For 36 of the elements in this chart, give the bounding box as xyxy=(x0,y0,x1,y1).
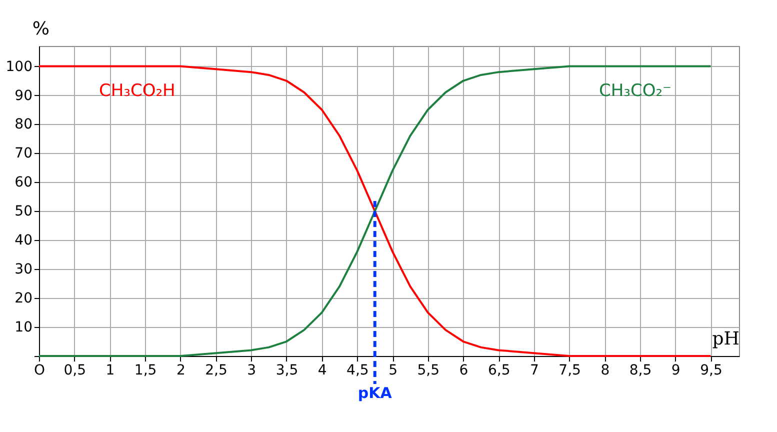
x-tick-label: 6 xyxy=(459,362,468,378)
x-tick-label: 8,5 xyxy=(629,362,652,378)
x-tick-label: 4 xyxy=(318,362,327,378)
x-tick-label: 6,5 xyxy=(488,362,510,378)
x-tick-label: 9 xyxy=(671,362,680,378)
x-tick-label: 8 xyxy=(600,362,610,378)
y-tick-label: 60 xyxy=(14,174,32,191)
x-tick-label: 7,5 xyxy=(558,362,581,378)
y-tick-label: 30 xyxy=(14,262,32,278)
x-tick-label: 1,5 xyxy=(134,362,157,378)
y-tick-label: 90 xyxy=(14,88,32,104)
x-tick-label: 1 xyxy=(106,362,115,378)
x-tick-label: 2,5 xyxy=(205,362,228,378)
y-tick-label: 20 xyxy=(14,290,32,307)
x-tick-label: 5 xyxy=(388,362,398,378)
x-tick-label: O xyxy=(34,362,46,378)
series-label: CH₃CO₂H xyxy=(99,81,176,101)
x-tick-label: 9,5 xyxy=(700,362,722,378)
x-tick-label: 7 xyxy=(530,362,539,378)
y-tick-label: 100 xyxy=(6,58,32,75)
x-tick-label: 2 xyxy=(176,362,186,378)
x-tick-label: 5,5 xyxy=(417,362,440,378)
y-tick-label: 80 xyxy=(14,116,32,133)
y-tick-label: 70 xyxy=(14,146,32,162)
line-series xyxy=(38,65,712,357)
y-tick-label: 50 xyxy=(14,204,32,220)
x-tick-label: 0,5 xyxy=(64,362,86,378)
ref-line-label: pKA xyxy=(358,384,392,402)
y-tick-label: 10 xyxy=(14,320,32,336)
series-label: CH₃CO₂⁻ xyxy=(599,81,672,101)
x-axis-title: pH xyxy=(712,328,740,350)
y-tick-label: 40 xyxy=(14,232,32,249)
x-tick-label: 4,5 xyxy=(346,362,369,378)
x-tick-label: 3 xyxy=(247,362,256,378)
x-tick-label: 3,5 xyxy=(276,362,298,378)
y-axis-title: % xyxy=(32,18,50,40)
